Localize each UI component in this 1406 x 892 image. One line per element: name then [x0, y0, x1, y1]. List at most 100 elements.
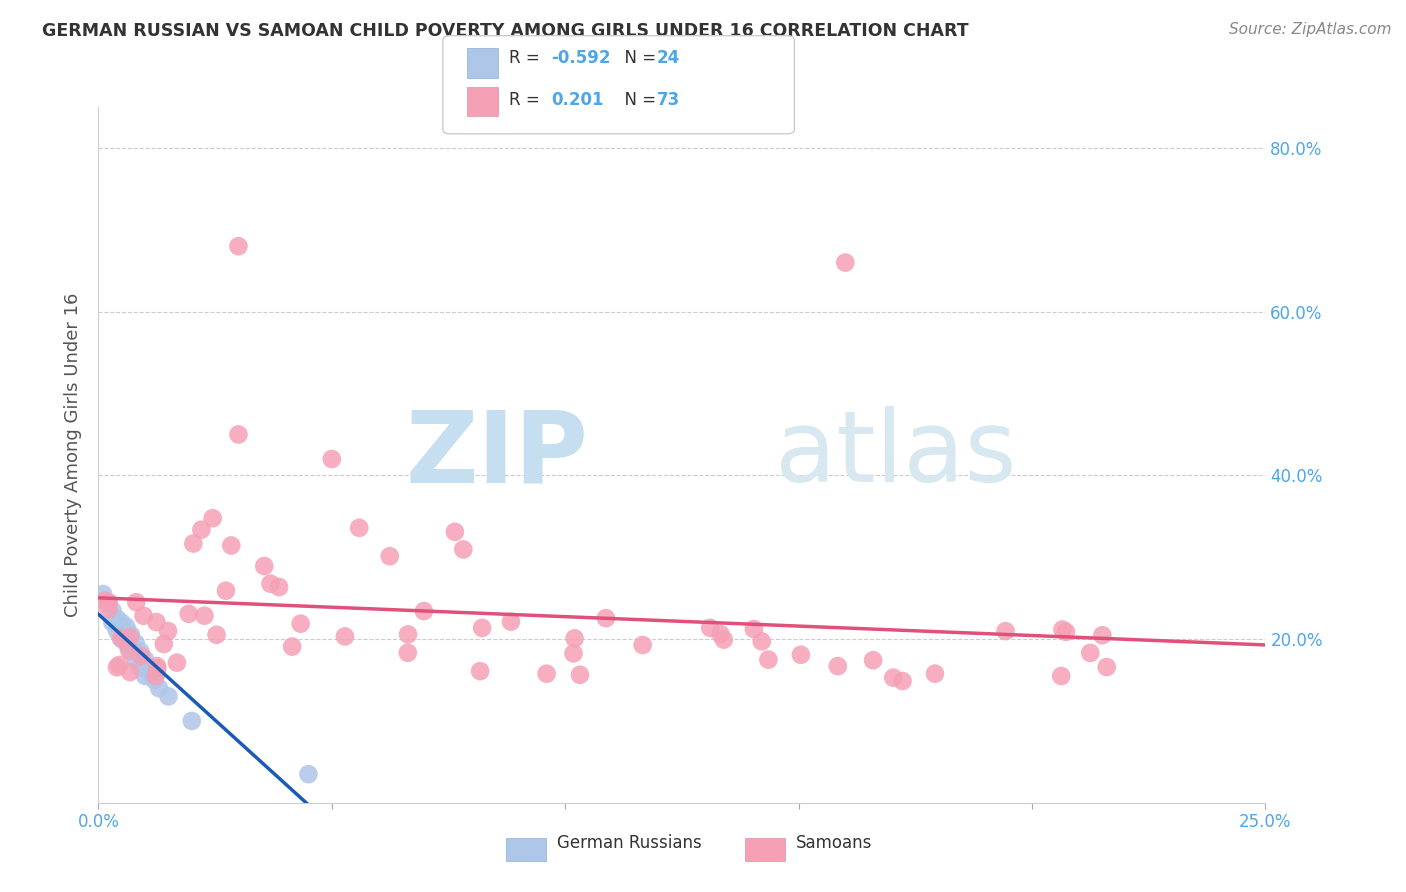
Point: [499, 615, 522, 629]
Point: [190, 523, 212, 537]
Point: [120, 630, 142, 644]
Point: [396, 627, 419, 641]
Point: [290, 616, 312, 631]
Point: [156, 624, 179, 638]
Point: [101, 603, 124, 617]
Point: [139, 665, 162, 679]
Point: [1054, 624, 1077, 639]
Point: [157, 690, 180, 704]
Point: [166, 656, 188, 670]
Point: [101, 615, 124, 630]
Text: N =: N =: [614, 91, 662, 109]
Point: [790, 648, 813, 662]
Point: [143, 673, 166, 687]
Point: [125, 595, 148, 609]
Point: [536, 666, 558, 681]
Point: [564, 632, 586, 646]
Text: 24: 24: [657, 49, 681, 67]
Point: [862, 653, 884, 667]
Point: [120, 628, 142, 642]
Point: [115, 636, 138, 650]
Point: [924, 666, 946, 681]
Text: ZIP: ZIP: [406, 407, 589, 503]
Point: [834, 255, 856, 269]
Point: [219, 538, 242, 552]
Point: [97, 602, 120, 616]
Point: [631, 638, 654, 652]
Point: [470, 664, 492, 678]
Point: [115, 620, 138, 634]
Point: [281, 640, 304, 654]
Text: N =: N =: [614, 49, 662, 67]
Point: [1050, 669, 1073, 683]
Point: [253, 559, 276, 574]
Point: [97, 595, 120, 609]
Text: 73: 73: [657, 91, 681, 109]
Point: [125, 636, 148, 650]
Point: [1078, 646, 1101, 660]
Point: [91, 587, 114, 601]
Point: [569, 668, 592, 682]
Point: [105, 612, 128, 626]
Point: [412, 604, 434, 618]
Point: [111, 615, 134, 630]
Point: [595, 611, 617, 625]
Point: [152, 637, 174, 651]
Point: [105, 624, 128, 638]
Point: [94, 593, 117, 607]
Point: [882, 671, 904, 685]
Point: [699, 621, 721, 635]
Point: [827, 659, 849, 673]
Point: [1052, 623, 1074, 637]
Point: [201, 511, 224, 525]
Point: [129, 644, 152, 658]
Text: -0.592: -0.592: [551, 49, 610, 67]
Point: [110, 631, 132, 645]
Y-axis label: Child Poverty Among Girls Under 16: Child Poverty Among Girls Under 16: [65, 293, 83, 617]
Text: Source: ZipAtlas.com: Source: ZipAtlas.com: [1229, 22, 1392, 37]
Point: [105, 660, 128, 674]
Point: [132, 608, 155, 623]
Point: [349, 521, 371, 535]
Text: German Russians: German Russians: [557, 834, 702, 852]
Point: [148, 681, 170, 696]
Point: [118, 643, 141, 657]
Point: [453, 542, 475, 557]
Point: [183, 536, 205, 550]
Point: [129, 661, 152, 675]
Point: [145, 669, 167, 683]
Point: [131, 649, 153, 664]
Point: [97, 595, 120, 609]
Text: GERMAN RUSSIAN VS SAMOAN CHILD POVERTY AMONG GIRLS UNDER 16 CORRELATION CHART: GERMAN RUSSIAN VS SAMOAN CHILD POVERTY A…: [42, 22, 969, 40]
Point: [228, 427, 250, 442]
Point: [758, 652, 780, 666]
Point: [444, 524, 467, 539]
Point: [709, 627, 731, 641]
Point: [333, 629, 356, 643]
Point: [120, 644, 142, 658]
Point: [111, 632, 134, 646]
Point: [378, 549, 401, 564]
Point: [267, 580, 290, 594]
Point: [1095, 660, 1118, 674]
Point: [134, 652, 156, 666]
Text: 0.201: 0.201: [551, 91, 603, 109]
Point: [713, 632, 735, 647]
Text: R =: R =: [509, 49, 546, 67]
Point: [193, 608, 215, 623]
Point: [108, 658, 131, 673]
Text: R =: R =: [509, 91, 550, 109]
Text: atlas: atlas: [775, 407, 1017, 503]
Point: [120, 665, 142, 679]
Point: [751, 634, 773, 648]
Point: [146, 662, 169, 676]
Point: [215, 583, 238, 598]
Point: [180, 714, 202, 728]
Point: [994, 624, 1017, 639]
Text: Samoans: Samoans: [796, 834, 872, 852]
Point: [205, 628, 228, 642]
Point: [471, 621, 494, 635]
Point: [297, 767, 319, 781]
Point: [145, 615, 167, 629]
Point: [396, 646, 419, 660]
